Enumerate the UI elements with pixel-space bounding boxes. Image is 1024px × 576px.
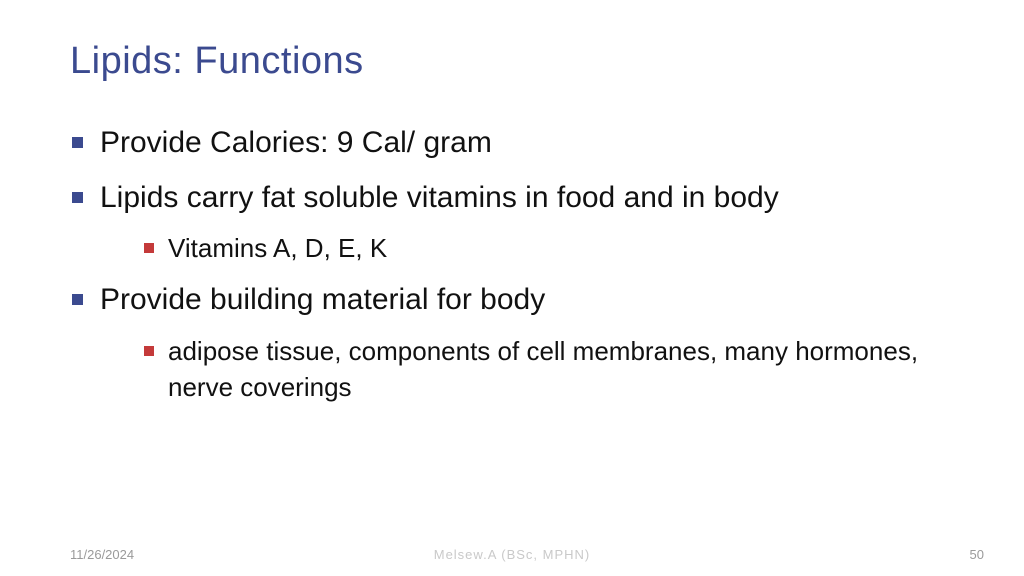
list-item: Lipids carry fat soluble vitamins in foo… [70, 178, 954, 267]
bullet-list: Provide Calories: 9 Cal/ gram Lipids car… [70, 123, 954, 406]
list-subitem: Vitamins A, D, E, K [142, 230, 954, 266]
list-subitem-text: Vitamins A, D, E, K [168, 233, 387, 263]
slide: Lipids: Functions Provide Calories: 9 Ca… [0, 0, 1024, 576]
list-item-text: Provide building material for body [100, 283, 545, 316]
footer-author: Melsew.A (BSc, MPHN) [434, 547, 591, 562]
list-item-text: Provide Calories: 9 Cal/ gram [100, 126, 492, 159]
list-subitem: adipose tissue, components of cell membr… [142, 333, 954, 406]
list-item: Provide Calories: 9 Cal/ gram [70, 123, 954, 164]
slide-title: Lipids: Functions [70, 40, 954, 83]
footer-date: 11/26/2024 [70, 547, 134, 562]
footer-page-number: 50 [970, 547, 984, 562]
list-subitem-text: adipose tissue, components of cell membr… [168, 336, 918, 402]
list-item-text: Lipids carry fat soluble vitamins in foo… [100, 181, 779, 214]
list-item: Provide building material for body adipo… [70, 280, 954, 405]
